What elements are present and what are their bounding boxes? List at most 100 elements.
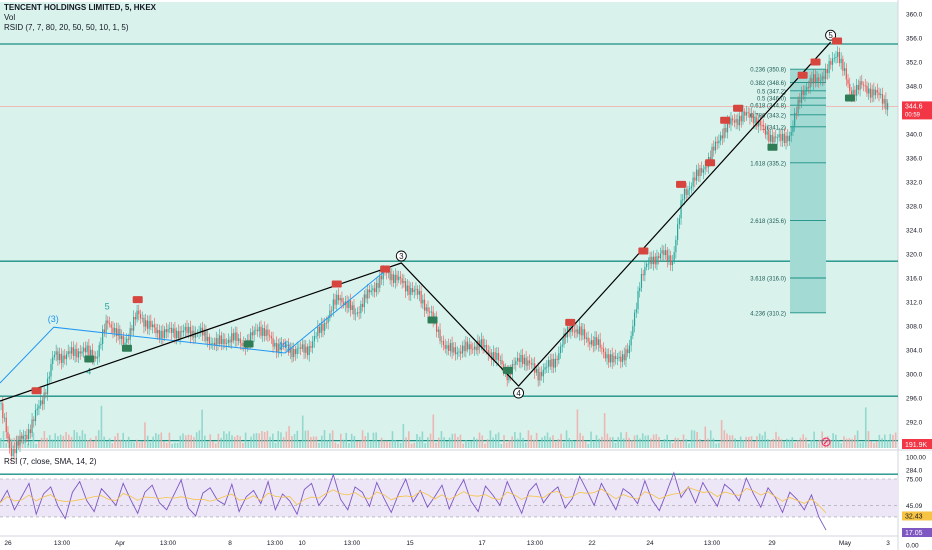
candle-body	[646, 263, 648, 268]
buy-signal-marker	[121, 344, 132, 352]
candle-body	[267, 329, 269, 336]
candle-body	[611, 354, 613, 363]
volume-bar	[92, 441, 95, 448]
candle-body	[176, 330, 178, 339]
candle-body	[465, 341, 467, 352]
candle-body	[752, 114, 754, 124]
price-axis-tick: 312.0	[906, 300, 923, 307]
candle-body	[535, 368, 538, 373]
candle-body	[747, 112, 749, 114]
candle-body	[24, 434, 26, 437]
candle-body	[115, 327, 118, 337]
candle-body	[561, 344, 563, 347]
volume-bar	[149, 442, 152, 448]
candle-body	[492, 352, 495, 360]
candle-body	[122, 335, 124, 345]
candle-body	[174, 328, 176, 339]
volume-bar	[837, 440, 840, 448]
rsi-axis-tick: 0.00	[906, 543, 919, 550]
candle-body	[692, 177, 694, 187]
volume-bar	[165, 442, 168, 448]
volume-bar	[84, 433, 86, 448]
candle-body	[809, 78, 811, 88]
volume-bar	[677, 438, 679, 448]
volume-bar	[233, 436, 236, 448]
candle-body	[408, 285, 410, 295]
candle-body	[294, 349, 297, 355]
candle-body	[189, 326, 192, 338]
volume-bar	[152, 436, 154, 448]
candle-body	[496, 353, 498, 360]
candle-body	[429, 311, 431, 313]
gear-icon-stroke	[823, 439, 829, 445]
candle-body	[293, 349, 295, 358]
candle-body	[158, 330, 161, 339]
candle-body	[833, 57, 835, 59]
volume-bar	[810, 439, 813, 448]
candle-body	[616, 358, 618, 359]
candle-body	[887, 103, 889, 110]
candle-body	[690, 186, 692, 189]
volume-bar	[277, 431, 280, 448]
volume-bar	[530, 435, 532, 448]
volume-bar	[334, 442, 337, 448]
volume-bar	[261, 431, 263, 448]
candle-body	[170, 327, 173, 333]
candle-body	[167, 328, 169, 333]
volume-bar	[609, 437, 611, 448]
candle-body	[40, 400, 42, 406]
volume-bar	[127, 436, 130, 448]
candle-body	[620, 356, 622, 362]
candle-body	[17, 441, 19, 446]
volume-bar	[622, 438, 625, 448]
candle-body	[649, 256, 651, 264]
candle-body	[466, 341, 469, 350]
candle-body	[740, 115, 742, 122]
volume-bar	[394, 440, 396, 448]
volume-bar	[476, 438, 478, 448]
candle-body	[615, 355, 617, 359]
candle-body	[706, 166, 708, 168]
time-axis-tick: 17	[478, 540, 486, 547]
volume-bar	[663, 439, 666, 448]
candle-body	[21, 435, 23, 439]
volume-bar	[68, 434, 70, 448]
volume-bar	[70, 436, 73, 448]
volume-bar	[573, 441, 576, 448]
candle-body	[124, 342, 126, 345]
volume-bar	[331, 430, 334, 448]
candle-body	[843, 68, 846, 71]
candle-body	[279, 343, 281, 350]
volume-bar	[650, 438, 652, 448]
candle-body	[372, 288, 374, 291]
candle-body	[141, 318, 143, 319]
candle-body	[368, 289, 371, 293]
sell-signal-marker	[676, 180, 687, 188]
volume-bar	[293, 433, 296, 448]
candle-body	[601, 347, 603, 349]
volume-bar	[497, 432, 500, 448]
candle-body	[417, 288, 419, 295]
candle-body	[695, 169, 698, 181]
buy-signal-marker	[84, 355, 95, 363]
candle-body	[499, 360, 501, 361]
volume-bar	[410, 443, 413, 448]
time-axis-tick: 13:00	[344, 540, 361, 547]
candle-body	[453, 347, 455, 353]
volume-bar	[252, 433, 255, 448]
volume-bar	[125, 440, 127, 448]
candle-body	[651, 256, 653, 265]
volume-value-tag	[902, 439, 932, 449]
last-price-tag	[902, 101, 932, 120]
candle-body	[451, 343, 453, 353]
candle-body	[81, 351, 83, 354]
candle-body	[77, 351, 80, 358]
rsi-value-label: 32.43	[905, 513, 923, 520]
candle-body	[312, 341, 314, 348]
volume-bar	[340, 433, 342, 448]
fib-level-label: 0.5 (347.2)	[757, 89, 786, 95]
volume-bar	[318, 442, 320, 448]
candle-body	[95, 356, 97, 359]
